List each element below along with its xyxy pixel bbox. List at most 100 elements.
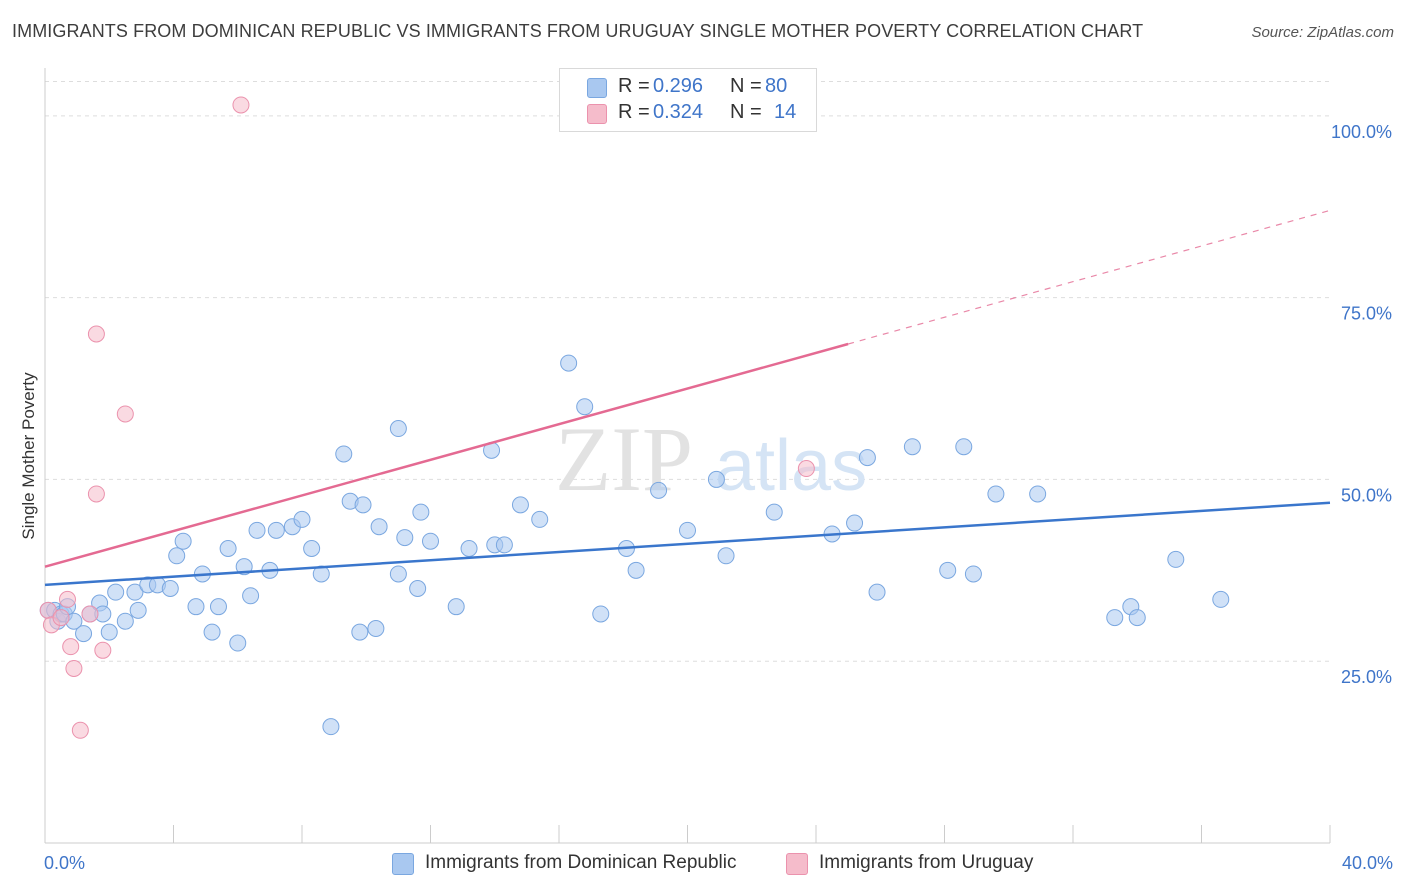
- legend-top: R = 0.296 N = 80 R = 0.324 N = 14: [559, 68, 817, 132]
- chart-title: IMMIGRANTS FROM DOMINICAN REPUBLIC VS IM…: [12, 21, 1144, 41]
- point-uruguay: [797, 460, 815, 478]
- y-axis-label: Single Mother Poverty: [19, 372, 38, 540]
- point-dominican: [389, 565, 407, 583]
- watermark-zip: ZIP: [555, 408, 693, 510]
- point-dominican: [389, 420, 407, 438]
- point-dominican: [126, 583, 144, 601]
- point-dominican: [447, 598, 465, 616]
- point-dominican: [592, 605, 610, 623]
- point-uruguay: [94, 641, 112, 659]
- legend-n-value: 14: [774, 101, 797, 123]
- grid-lines: [45, 81, 1330, 662]
- point-dominican: [168, 547, 186, 565]
- legend-swatch-uruguay: [587, 104, 607, 124]
- point-uruguay: [52, 609, 70, 627]
- legend-r-label: R =: [618, 101, 650, 123]
- point-dominican: [354, 496, 372, 514]
- point-dominican: [964, 565, 982, 583]
- axes: [44, 68, 1331, 844]
- point-uruguay: [81, 605, 99, 623]
- legend-r-label: R =: [618, 75, 650, 97]
- point-uruguay: [87, 485, 105, 503]
- point-dominican: [846, 514, 864, 532]
- legend-r-value: 0.324: [653, 101, 704, 123]
- trend-lines: [44, 209, 1331, 587]
- x-tick-label: 0.0%: [44, 853, 85, 873]
- point-dominican: [560, 354, 578, 372]
- point-dominican: [679, 521, 696, 539]
- point-dominican: [955, 438, 973, 456]
- point-dominican: [627, 561, 645, 579]
- point-dominican: [174, 532, 192, 550]
- point-dominican: [1029, 485, 1047, 503]
- point-dominican: [303, 540, 321, 558]
- point-uruguay: [116, 405, 134, 423]
- trend-line-uruguay-extension: [847, 209, 1331, 345]
- point-dominican: [129, 601, 147, 619]
- legend-swatch-dominican: [587, 78, 607, 98]
- point-dominican: [765, 503, 783, 521]
- y-tick-label: 100.0%: [1331, 122, 1392, 142]
- legend-r-value: 0.296: [653, 75, 704, 97]
- legend-label-uruguay: Immigrants from Uruguay: [819, 852, 1034, 873]
- y-tick-label: 75.0%: [1341, 304, 1392, 324]
- point-dominican: [1128, 609, 1146, 627]
- point-dominican: [351, 623, 369, 641]
- point-dominican: [717, 547, 735, 565]
- point-dominican: [322, 718, 340, 736]
- point-dominican: [1167, 550, 1185, 568]
- point-uruguay: [232, 96, 250, 114]
- point-uruguay: [71, 721, 89, 739]
- watermark: ZIP atlas: [555, 408, 867, 510]
- trend-line-dominican: [44, 501, 1331, 587]
- point-dominican: [460, 540, 478, 558]
- point-dominican: [1106, 609, 1124, 627]
- point-dominican: [187, 598, 205, 616]
- point-dominican: [396, 529, 414, 547]
- data-points: [39, 96, 1230, 739]
- point-dominican: [650, 481, 668, 499]
- point-dominican: [707, 470, 725, 488]
- y-tick-label: 50.0%: [1341, 485, 1392, 505]
- x-tick-label: 40.0%: [1342, 853, 1393, 873]
- point-dominican: [335, 445, 353, 463]
- legend-n-label: N =: [730, 75, 762, 97]
- point-dominican: [939, 561, 957, 579]
- point-uruguay: [62, 638, 80, 656]
- point-dominican: [903, 438, 921, 456]
- point-dominican: [100, 623, 118, 641]
- point-dominican: [75, 625, 93, 643]
- point-dominican: [868, 583, 886, 601]
- point-dominican: [219, 540, 237, 558]
- point-dominican: [161, 580, 179, 597]
- point-dominican: [242, 587, 260, 605]
- point-dominican: [367, 619, 385, 637]
- point-dominican: [576, 398, 594, 416]
- point-dominican: [495, 536, 513, 554]
- legend-n-value: 80: [765, 75, 788, 97]
- tick-labels: 25.0% 50.0% 75.0% 100.0% 0.0% 40.0%: [44, 122, 1393, 873]
- point-dominican: [229, 634, 247, 652]
- point-uruguay: [58, 590, 76, 608]
- point-dominican: [293, 510, 311, 528]
- legend-label-dominican: Immigrants from Dominican Republic: [425, 852, 737, 873]
- chart-source: Source: ZipAtlas.com: [1251, 24, 1394, 41]
- legend-swatch-uruguay: [786, 853, 808, 875]
- legend-n-label: N =: [730, 101, 762, 123]
- watermark-atlas: atlas: [715, 426, 867, 506]
- point-dominican: [412, 503, 430, 521]
- point-dominican: [987, 485, 1005, 503]
- y-tick-label: 25.0%: [1341, 667, 1392, 687]
- point-dominican: [511, 496, 529, 514]
- trend-line-uruguay: [44, 342, 849, 568]
- point-dominican: [248, 521, 266, 539]
- point-dominican: [1212, 590, 1230, 608]
- point-dominican: [531, 510, 549, 528]
- point-uruguay: [87, 325, 105, 343]
- legend-swatch-dominican: [392, 853, 414, 875]
- point-dominican: [858, 449, 876, 467]
- point-dominican: [422, 532, 439, 550]
- point-dominican: [409, 580, 427, 597]
- point-dominican: [370, 518, 388, 536]
